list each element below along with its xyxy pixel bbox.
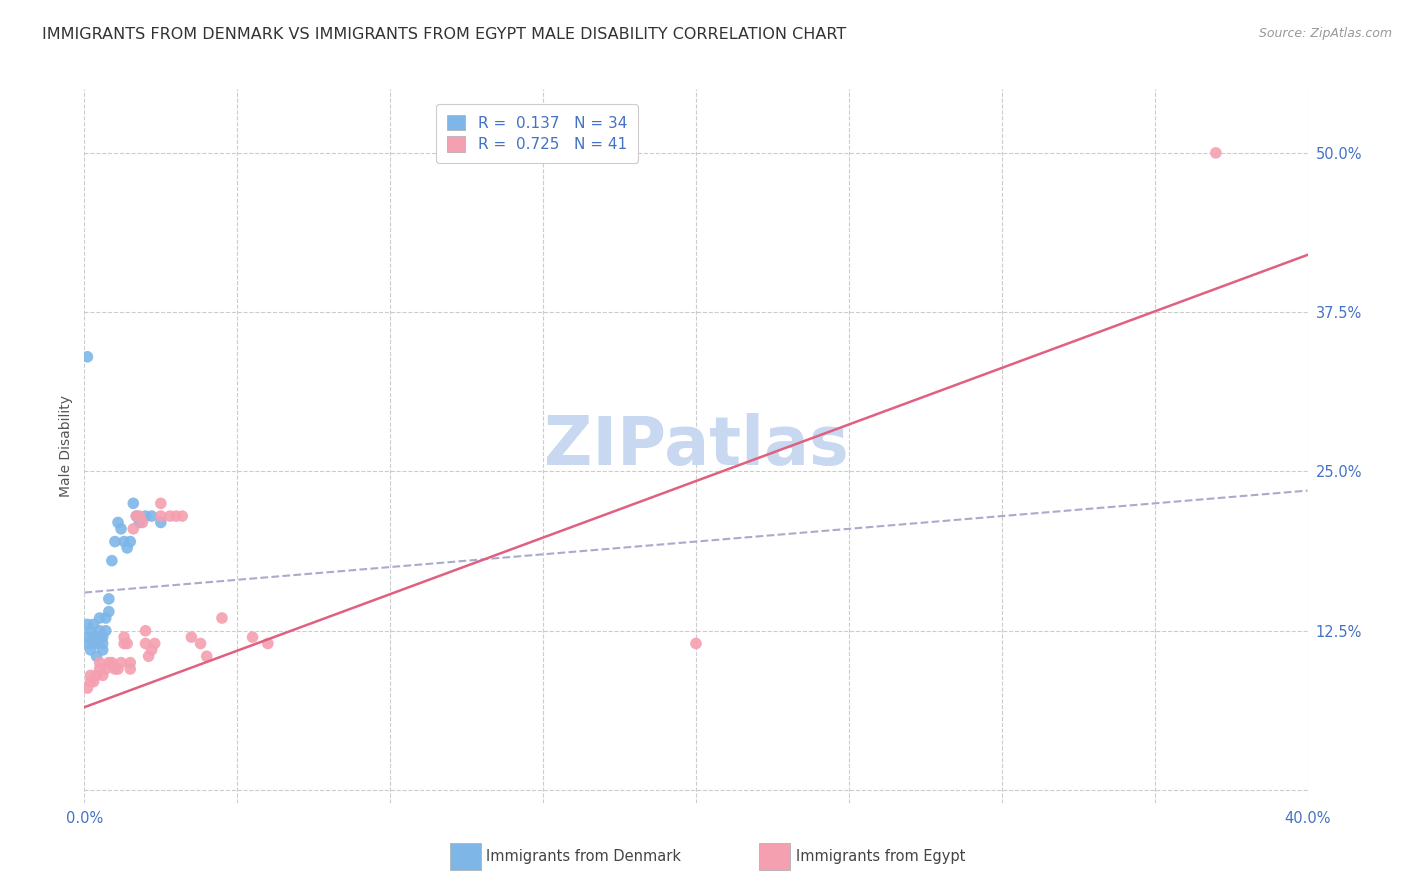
Point bbox=[112, 636, 135, 650]
Point bbox=[120, 534, 142, 549]
Point bbox=[125, 509, 148, 524]
Point bbox=[107, 516, 129, 530]
Point bbox=[122, 522, 145, 536]
Point bbox=[79, 624, 101, 638]
Point bbox=[138, 649, 160, 664]
Point bbox=[172, 509, 194, 524]
Point bbox=[101, 554, 124, 568]
Point bbox=[79, 674, 101, 689]
Point bbox=[79, 643, 101, 657]
Point bbox=[76, 630, 98, 644]
Point bbox=[83, 636, 105, 650]
Point bbox=[76, 681, 98, 695]
Point bbox=[180, 630, 202, 644]
Point bbox=[89, 624, 111, 638]
Point bbox=[97, 656, 120, 670]
Point bbox=[115, 636, 138, 650]
Point bbox=[107, 662, 129, 676]
Point bbox=[135, 509, 157, 524]
Point bbox=[91, 630, 114, 644]
Point bbox=[141, 509, 163, 524]
Y-axis label: Male Disability: Male Disability bbox=[59, 395, 73, 497]
Point bbox=[76, 636, 98, 650]
Point bbox=[112, 630, 135, 644]
Point bbox=[89, 630, 111, 644]
Point bbox=[115, 541, 138, 555]
Point bbox=[135, 624, 157, 638]
Point bbox=[1205, 145, 1227, 160]
Point bbox=[110, 522, 132, 536]
Point bbox=[149, 516, 172, 530]
Point bbox=[112, 534, 135, 549]
Point bbox=[195, 649, 218, 664]
Point bbox=[86, 668, 108, 682]
Point bbox=[76, 617, 98, 632]
Point bbox=[122, 496, 145, 510]
Point bbox=[125, 509, 148, 524]
Point bbox=[86, 636, 108, 650]
Point bbox=[128, 509, 150, 524]
Point bbox=[86, 649, 108, 664]
Point bbox=[131, 516, 153, 530]
Point bbox=[685, 636, 707, 650]
Point bbox=[83, 617, 105, 632]
Point bbox=[91, 668, 114, 682]
Point bbox=[149, 496, 172, 510]
Legend: R =  0.137   N = 34, R =  0.725   N = 41: R = 0.137 N = 34, R = 0.725 N = 41 bbox=[436, 104, 637, 162]
Point bbox=[97, 591, 120, 606]
Point bbox=[143, 636, 166, 650]
Text: Immigrants from Egypt: Immigrants from Egypt bbox=[796, 849, 965, 863]
Point bbox=[79, 668, 101, 682]
Text: Source: ZipAtlas.com: Source: ZipAtlas.com bbox=[1258, 27, 1392, 40]
Text: ZIPatlas: ZIPatlas bbox=[544, 413, 848, 479]
Point bbox=[211, 611, 233, 625]
Point bbox=[89, 611, 111, 625]
Point bbox=[110, 656, 132, 670]
Point bbox=[149, 509, 172, 524]
Point bbox=[242, 630, 264, 644]
Point bbox=[101, 656, 124, 670]
Point bbox=[94, 624, 117, 638]
Point bbox=[83, 630, 105, 644]
Point bbox=[91, 643, 114, 657]
Point bbox=[135, 636, 157, 650]
Point bbox=[76, 350, 98, 364]
Point bbox=[83, 674, 105, 689]
Point bbox=[104, 534, 127, 549]
Point bbox=[141, 643, 163, 657]
Point bbox=[120, 656, 142, 670]
Point bbox=[159, 509, 181, 524]
Point bbox=[97, 605, 120, 619]
Point bbox=[165, 509, 187, 524]
Text: IMMIGRANTS FROM DENMARK VS IMMIGRANTS FROM EGYPT MALE DISABILITY CORRELATION CHA: IMMIGRANTS FROM DENMARK VS IMMIGRANTS FR… bbox=[42, 27, 846, 42]
Point bbox=[94, 611, 117, 625]
Point bbox=[89, 656, 111, 670]
Point bbox=[91, 636, 114, 650]
Point bbox=[104, 662, 127, 676]
Point bbox=[94, 662, 117, 676]
Point bbox=[257, 636, 280, 650]
Point bbox=[120, 662, 142, 676]
Text: Immigrants from Denmark: Immigrants from Denmark bbox=[486, 849, 682, 863]
Point bbox=[89, 662, 111, 676]
Point bbox=[190, 636, 212, 650]
Point bbox=[128, 516, 150, 530]
